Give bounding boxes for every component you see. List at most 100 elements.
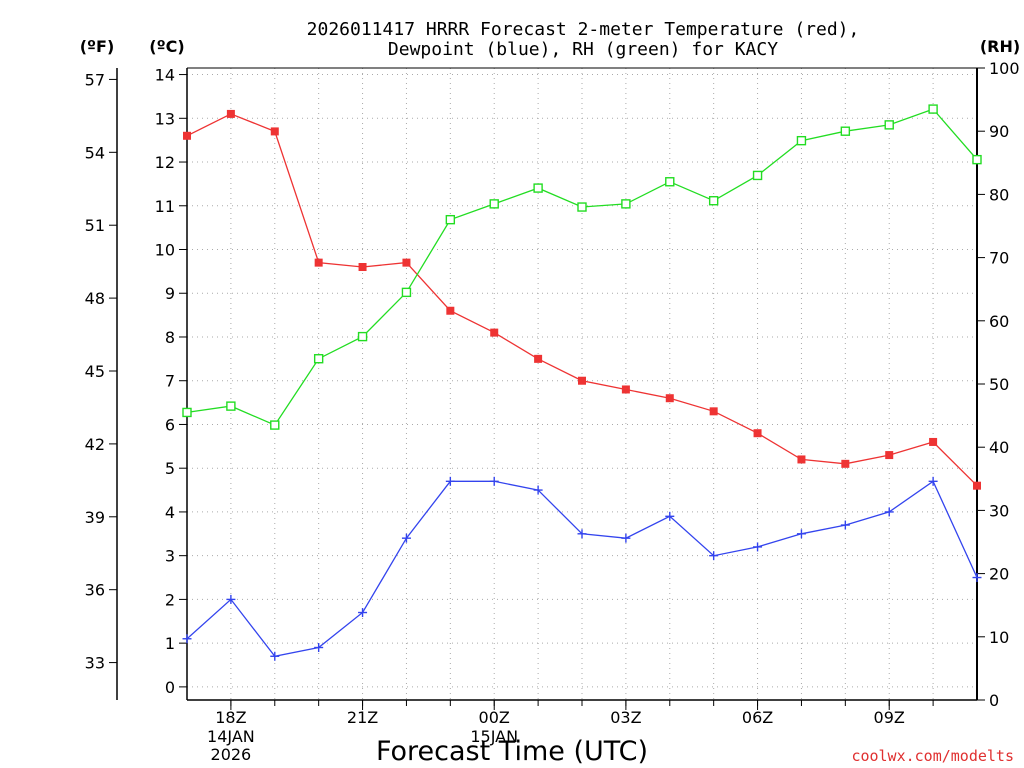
rh-tick-label: 50 — [989, 375, 1009, 394]
dewpoint-point — [489, 476, 499, 486]
temperature-point — [797, 455, 806, 464]
celsius-tick-label: 12 — [155, 153, 175, 172]
celsius-tick-label: 7 — [165, 372, 175, 391]
celsius-tick-label: 10 — [155, 241, 175, 260]
temperature-point — [314, 258, 323, 267]
fahrenheit-unit-label: (ºF) — [80, 37, 115, 56]
temperature-point — [753, 429, 762, 438]
dewpoint-point — [358, 608, 368, 618]
rh-point — [226, 401, 236, 411]
temperature-point — [183, 131, 191, 140]
fahrenheit-tick-label: 42 — [85, 435, 105, 454]
dewpoint-point — [709, 551, 719, 561]
rh-point — [445, 214, 456, 225]
rh-point — [752, 170, 763, 181]
chart-axes: 0123456789101112131433363942454851545701… — [85, 59, 1020, 764]
rh-tick-label: 30 — [989, 501, 1009, 520]
celsius-unit-label: (ºC) — [149, 37, 184, 56]
dewpoint-point — [753, 542, 763, 552]
rh-tick-label: 100 — [989, 59, 1020, 78]
grid-lines — [187, 68, 977, 700]
dewpoint-point — [928, 476, 938, 486]
x-tick-label: 06Z — [742, 708, 773, 727]
rh-point — [401, 287, 412, 298]
celsius-tick-label: 13 — [155, 109, 175, 128]
celsius-tick-label: 4 — [165, 503, 175, 522]
temperature-point — [402, 258, 411, 267]
x-tick-label: 03Z — [610, 708, 641, 727]
temperature-point — [446, 306, 455, 315]
temperature-point — [709, 407, 718, 416]
dewpoint-point — [577, 529, 587, 539]
rh-point — [182, 407, 192, 418]
rh-point — [270, 420, 280, 430]
dewpoint-point — [445, 476, 455, 486]
temperature-point — [929, 437, 938, 446]
temperature-point — [665, 394, 674, 403]
temperature-point — [621, 385, 630, 394]
rh-tick-label: 0 — [989, 691, 999, 710]
rh-point — [357, 331, 368, 342]
rh-tick-label: 60 — [989, 312, 1009, 331]
fahrenheit-tick-label: 36 — [85, 581, 105, 600]
series-layer — [182, 104, 982, 661]
fahrenheit-tick-label: 45 — [85, 362, 105, 381]
x-tick-label: 18Z — [215, 708, 246, 727]
dewpoint-point — [972, 573, 982, 583]
celsius-tick-label: 9 — [165, 284, 175, 303]
x-tick-date-label: 14JAN — [207, 727, 255, 746]
rh-point — [972, 154, 982, 165]
temperature-point — [973, 481, 981, 490]
temperature-point — [885, 451, 894, 460]
celsius-tick-label: 5 — [165, 459, 175, 478]
dewpoint-point — [796, 529, 806, 539]
rh-point — [796, 135, 807, 146]
rh-point — [928, 104, 938, 114]
x-tick-label: 21Z — [347, 708, 378, 727]
temperature-line — [186, 113, 978, 487]
celsius-tick-label: 6 — [165, 415, 175, 434]
rh-point — [840, 126, 851, 136]
rh-point — [533, 183, 543, 193]
rh-point — [665, 177, 675, 187]
fahrenheit-tick-label: 39 — [85, 508, 105, 527]
dewpoint-point — [226, 594, 236, 604]
x-tick-date-label: 15JAN — [470, 727, 518, 746]
dewpoint-point — [533, 485, 543, 495]
rh-tick-label: 40 — [989, 438, 1009, 457]
rh-unit-label: (RH) — [980, 37, 1020, 56]
fahrenheit-tick-label: 48 — [85, 289, 105, 308]
temperature-point — [270, 127, 279, 136]
rh-point — [313, 354, 324, 364]
celsius-tick-label: 3 — [165, 547, 175, 566]
rh-point — [577, 202, 587, 212]
fahrenheit-tick-label: 54 — [85, 143, 105, 162]
x-tick-year-label: 2026 — [211, 745, 252, 764]
temperature-point — [841, 459, 850, 468]
rh-tick-label: 10 — [989, 628, 1009, 647]
celsius-tick-label: 0 — [165, 678, 175, 697]
rh-point — [489, 199, 499, 209]
temperature-point — [358, 263, 367, 272]
watermark: coolwx.com/modelts — [851, 747, 1014, 765]
temperature-point — [490, 328, 499, 337]
x-axis-label: Forecast Time (UTC) — [376, 736, 648, 767]
rh-point — [621, 199, 631, 209]
celsius-tick-label: 2 — [165, 590, 175, 609]
x-tick-label: 00Z — [479, 708, 510, 727]
fahrenheit-tick-label: 33 — [85, 654, 105, 673]
rh-point — [884, 120, 894, 130]
x-tick-label: 09Z — [874, 708, 905, 727]
temperature-point — [578, 376, 586, 385]
dewpoint-point — [884, 507, 894, 517]
temperature-point — [534, 354, 543, 363]
dewpoint-point — [621, 533, 631, 543]
dewpoint-point — [270, 651, 280, 661]
celsius-tick-label: 1 — [165, 634, 175, 653]
temperature-point — [226, 109, 235, 118]
dewpoint-point — [401, 533, 411, 543]
chart-title-line1: 2026011417 HRRR Forecast 2-meter Tempera… — [307, 19, 860, 40]
fahrenheit-tick-label: 51 — [85, 216, 105, 235]
rh-point — [708, 196, 719, 206]
